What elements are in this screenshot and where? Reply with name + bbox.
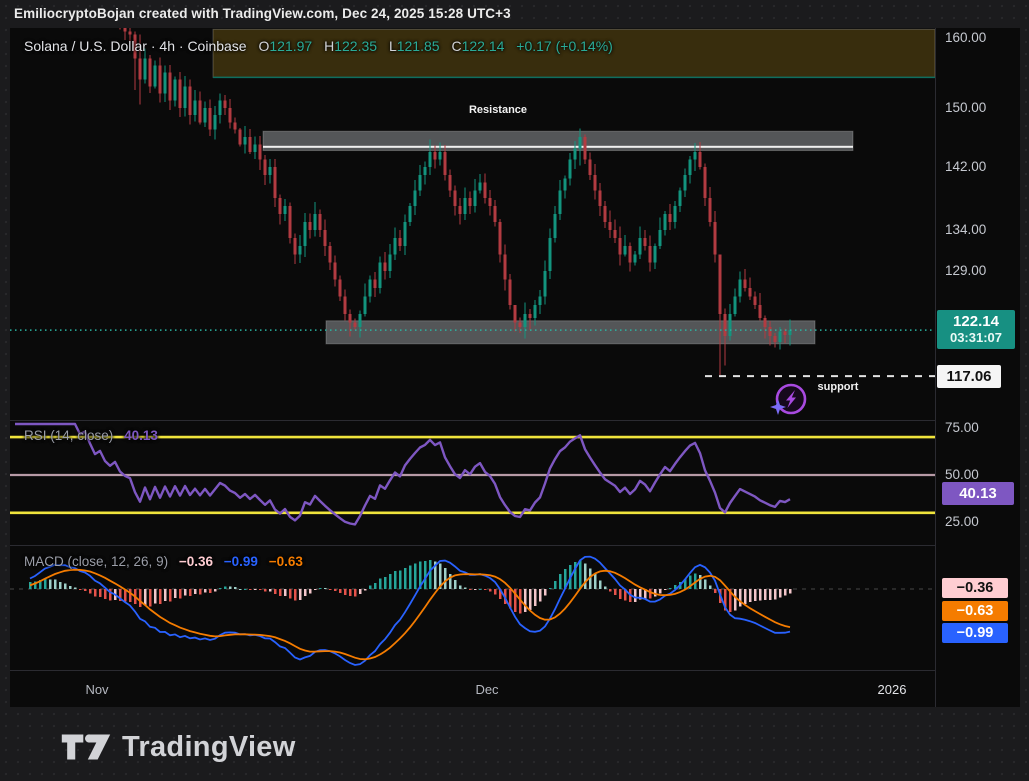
resistance-zone-line [263,145,853,148]
time-axis-label: Dec [475,682,499,697]
rsi-current-value: 40.13 [124,428,158,443]
macd-badge: −0.99 [942,623,1008,643]
close-value: 122.14 [461,38,505,54]
rsi-tick: 50.00 [945,466,979,482]
sparkle-bolt-icon[interactable] [770,383,807,415]
macd-signal-value: −0.63 [268,554,303,569]
support-label: support [817,380,859,393]
rsi-tick: 75.00 [945,419,979,435]
price-tick: 150.00 [945,99,987,115]
price-tick: 134.00 [945,221,987,237]
change-value: +0.17 (+0.14%) [516,38,613,54]
macd-badge: −0.63 [942,600,1008,621]
rsi-value-badge: 40.13 [942,481,1014,505]
resistance-label: Resistance [468,104,528,117]
price-axis[interactable]: 122.14 03:31:07 117.06 40.13 75.00 50.00 2… [935,28,1020,707]
resistance-zone[interactable] [262,130,854,152]
macd-signal-line [29,568,791,661]
chart-widget: Solana / U.S. Dollar · 4h · Coinbase O12… [10,28,1020,707]
rsi-tick: 25.00 [945,514,979,530]
low-value: 121.85 [396,38,440,54]
time-axis-label: Nov [85,682,109,697]
macd-line-value: −0.99 [223,554,258,569]
support-zone[interactable] [325,320,816,345]
macd-hist-value: −0.36 [178,554,214,569]
rsi-line [15,422,791,526]
open-value: 121.97 [269,38,313,54]
price-tick: 142.00 [945,159,987,175]
price-chart-canvas[interactable] [10,28,935,420]
bar-countdown: 03:31:07 [949,330,1003,346]
time-axis[interactable]: Nov Dec 2026 [10,670,935,707]
macd-canvas[interactable] [10,546,935,670]
tradingview-logo-text: TradingView [122,730,296,763]
price-tick: 129.00 [945,263,987,279]
symbol-name: Solana / U.S. Dollar [24,38,147,54]
macd-line [29,555,791,666]
exchange-label: Coinbase [187,38,247,54]
macd-pane[interactable]: MACD (close, 12, 26, 9) −0.36 −0.99 −0.6… [10,545,935,670]
time-axis-label: 2026 [877,682,907,697]
symbol-legend[interactable]: Solana / U.S. Dollar · 4h · Coinbase O12… [24,38,613,54]
macd-histogram [28,560,792,614]
price-tick: 160.00 [945,30,987,46]
price-pane[interactable]: Solana / U.S. Dollar · 4h · Coinbase O12… [10,28,935,420]
upper-range-box[interactable] [212,28,935,78]
rsi-pane[interactable]: RSI (14, close) 40.13 [10,420,935,545]
high-value: 122.35 [334,38,378,54]
tradingview-logo-icon [61,734,111,760]
attribution-text: EmiliocryptoBojan created with TradingVi… [14,6,511,21]
timeframe-label: 4h [159,38,175,54]
rsi-title[interactable]: RSI (14, close) 40.13 [24,428,158,443]
current-price-badge: 122.14 03:31:07 [937,310,1015,350]
macd-title[interactable]: MACD (close, 12, 26, 9) −0.36 −0.99 −0.6… [24,554,303,569]
macd-badge: −0.36 [942,578,1008,598]
support-level-badge: 117.06 [937,365,1001,389]
rsi-canvas[interactable] [10,421,935,545]
candles-series [119,28,792,375]
tradingview-footer[interactable]: TradingView [60,730,296,764]
